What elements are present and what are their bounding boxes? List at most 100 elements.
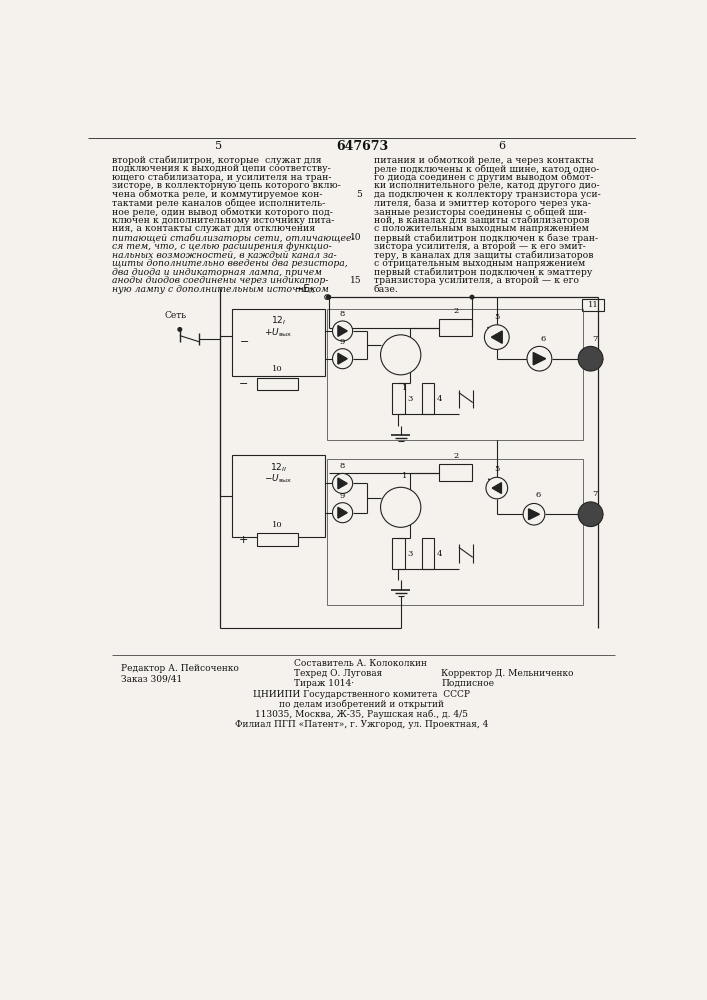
Polygon shape <box>338 326 347 336</box>
Text: ное реле, один вывод обмотки которого под-: ное реле, один вывод обмотки которого по… <box>112 207 332 217</box>
Text: $+U_{\rm вых}$: $+U_{\rm вых}$ <box>264 326 293 339</box>
Text: Составитель А. Колоколкин: Составитель А. Колоколкин <box>293 659 427 668</box>
Text: 2: 2 <box>453 307 458 315</box>
Text: зистора усилителя, а второй — к его эмит-: зистора усилителя, а второй — к его эмит… <box>373 242 585 251</box>
Text: зисторе, в коллекторную цепь которого вклю-: зисторе, в коллекторную цепь которого вк… <box>112 181 340 190</box>
Polygon shape <box>492 483 501 493</box>
Text: 7: 7 <box>592 335 597 343</box>
Text: 1: 1 <box>402 472 407 480</box>
Text: ся тем, что, с целью расширения функцио-: ся тем, что, с целью расширения функцио- <box>112 242 332 251</box>
Text: реле подключены к общей шине, катод одно-: реле подключены к общей шине, катод одно… <box>373 164 599 174</box>
Circle shape <box>578 502 603 527</box>
Text: 8: 8 <box>340 462 345 470</box>
Text: транзистора усилителя, а второй — к его: транзистора усилителя, а второй — к его <box>373 276 578 285</box>
Text: 10: 10 <box>272 521 283 529</box>
Circle shape <box>380 487 421 527</box>
Text: ки исполнительного реле, катод другого дио-: ки исполнительного реле, катод другого д… <box>373 181 600 190</box>
Text: $-E_\Pi$: $-E_\Pi$ <box>293 282 315 296</box>
Text: второй стабилитрон, которые  служат для: второй стабилитрон, которые служат для <box>112 155 321 165</box>
Bar <box>440 319 472 336</box>
Circle shape <box>327 295 331 299</box>
Text: 3: 3 <box>408 550 413 558</box>
Text: ющего стабилизатора, и усилителя на тран-: ющего стабилизатора, и усилителя на тран… <box>112 173 331 182</box>
Text: $12_{II}$: $12_{II}$ <box>269 461 287 474</box>
Polygon shape <box>338 478 347 489</box>
Text: теру, в каналах для защиты стабилизаторов: теру, в каналах для защиты стабилизаторо… <box>373 250 593 260</box>
Circle shape <box>327 295 331 299</box>
Text: 10: 10 <box>272 365 283 373</box>
Text: два диода и индикаторная лампа, причем: два диода и индикаторная лампа, причем <box>112 268 322 277</box>
Bar <box>582 299 604 311</box>
Text: 5: 5 <box>494 465 499 473</box>
Text: да подключен к коллектору транзистора уси-: да подключен к коллектору транзистора ус… <box>373 190 600 199</box>
Bar <box>421 538 434 569</box>
Text: с отрицательным выходным напряжением: с отрицательным выходным напряжением <box>373 259 585 268</box>
Text: Заказ 309/41: Заказ 309/41 <box>121 674 182 683</box>
Text: 9: 9 <box>340 492 345 500</box>
Text: −: − <box>239 379 248 389</box>
Polygon shape <box>338 507 347 518</box>
Text: 2: 2 <box>453 452 458 460</box>
Text: 3: 3 <box>408 395 413 403</box>
Text: 4: 4 <box>437 550 443 558</box>
Text: Тираж 1014·: Тираж 1014· <box>293 679 354 688</box>
Bar <box>392 383 404 414</box>
Text: щиты дополнительно введены два резистора,: щиты дополнительно введены два резистора… <box>112 259 347 268</box>
Text: аноды диодов соединены через индикатор-: аноды диодов соединены через индикатор- <box>112 276 328 285</box>
Text: 4: 4 <box>437 395 443 403</box>
Circle shape <box>523 503 545 525</box>
Bar <box>232 455 325 537</box>
Text: 11: 11 <box>588 301 598 309</box>
Polygon shape <box>491 331 502 343</box>
Bar <box>257 533 298 546</box>
Circle shape <box>486 477 508 499</box>
Text: тактами реле каналов общее исполнитель-: тактами реле каналов общее исполнитель- <box>112 199 325 208</box>
Text: 8: 8 <box>340 310 345 318</box>
Text: питания и обмоткой реле, а через контакты: питания и обмоткой реле, а через контакт… <box>373 155 593 165</box>
Bar <box>440 464 472 481</box>
Bar <box>232 309 325 376</box>
Text: 15: 15 <box>351 276 362 285</box>
Text: 5: 5 <box>494 313 499 321</box>
Text: 5: 5 <box>215 141 222 151</box>
Text: лителя, база и эмиттер которого через ука-: лителя, база и эмиттер которого через ук… <box>373 199 590 208</box>
Bar <box>421 383 434 414</box>
Bar <box>257 378 298 390</box>
Circle shape <box>578 346 603 371</box>
Text: Техред О. Луговая: Техред О. Луговая <box>293 669 382 678</box>
Text: подключения к выходной цепи соответству-: подключения к выходной цепи соответству- <box>112 164 330 173</box>
Text: −: − <box>240 337 249 347</box>
Text: 6: 6 <box>535 491 540 499</box>
Text: первый стабилитрон подключен к эматтеру: первый стабилитрон подключен к эматтеру <box>373 268 592 277</box>
Circle shape <box>484 325 509 349</box>
Text: Редактор А. Пейсоченко: Редактор А. Пейсоченко <box>121 664 239 673</box>
Circle shape <box>470 295 474 299</box>
Text: 6: 6 <box>498 141 505 151</box>
Text: занные резисторы соединены с общей ши-: занные резисторы соединены с общей ши- <box>373 207 586 217</box>
Circle shape <box>332 349 353 369</box>
Text: базе.: базе. <box>373 285 399 294</box>
Text: 647673: 647673 <box>336 140 388 153</box>
Text: $-U_{\rm вых}$: $-U_{\rm вых}$ <box>264 473 293 485</box>
Text: Корректор Д. Мельниченко: Корректор Д. Мельниченко <box>441 669 573 678</box>
Bar <box>392 538 404 569</box>
Circle shape <box>332 503 353 523</box>
Text: ной, в каналах для защиты стабилизаторов: ной, в каналах для защиты стабилизаторов <box>373 216 589 225</box>
Text: 5: 5 <box>356 190 362 199</box>
Text: питающей стабилизаторы сети, отличающее-: питающей стабилизаторы сети, отличающее- <box>112 233 354 243</box>
Text: +: + <box>239 535 248 545</box>
Text: 9: 9 <box>340 338 345 346</box>
Text: ключен к дополнительному источнику пита-: ключен к дополнительному источнику пита- <box>112 216 334 225</box>
Text: Филиал ПГП «Патент», г. Ужгород, ул. Проектная, 4: Филиал ПГП «Патент», г. Ужгород, ул. Про… <box>235 720 489 729</box>
Text: Подписное: Подписное <box>441 679 494 688</box>
Text: 7: 7 <box>592 490 597 498</box>
Text: $12_I$: $12_I$ <box>271 315 286 327</box>
Circle shape <box>380 335 421 375</box>
Text: ную лампу с дополнительным источником: ную лампу с дополнительным источником <box>112 285 328 294</box>
Circle shape <box>178 328 182 331</box>
Text: го диода соединен с другим выводом обмот-: го диода соединен с другим выводом обмот… <box>373 173 593 182</box>
Text: ЦНИИПИ Государственного комитета  СССР: ЦНИИПИ Государственного комитета СССР <box>253 690 470 699</box>
Bar <box>327 309 583 440</box>
Circle shape <box>527 346 552 371</box>
Text: 1: 1 <box>402 384 407 392</box>
